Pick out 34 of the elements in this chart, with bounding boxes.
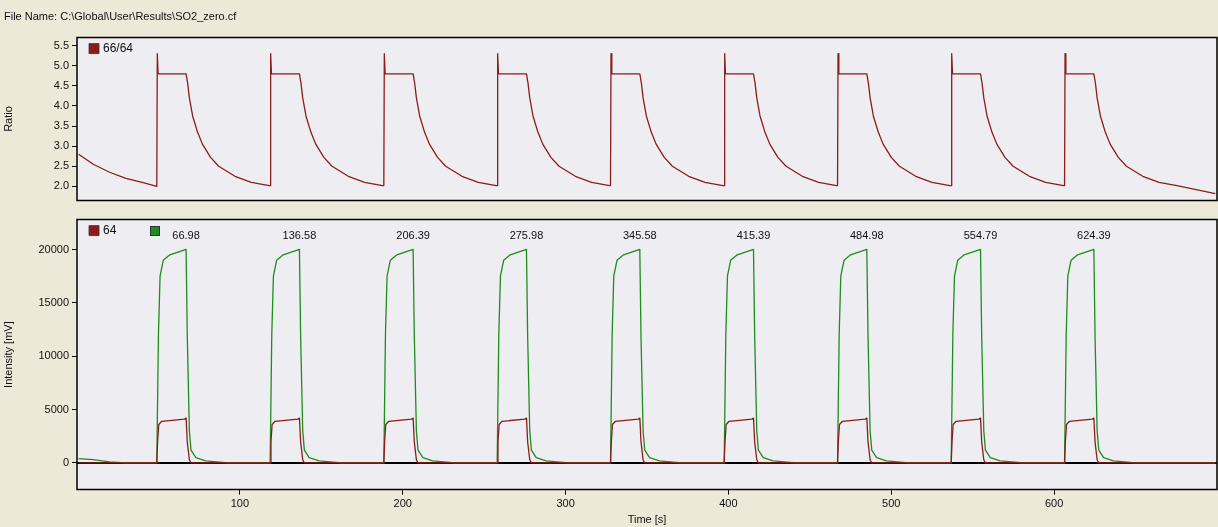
annotation: 415.39 — [736, 229, 771, 242]
annotation: 275.98 — [509, 229, 544, 242]
x-tick-label: 400 — [719, 497, 738, 510]
y-tick-label: 5000 — [44, 402, 69, 415]
y-tick-label: 20000 — [38, 242, 69, 255]
y-tick-label: 5.5 — [53, 38, 69, 51]
y-tick-label: 15000 — [38, 295, 69, 308]
y-tick-label: 2.5 — [53, 159, 69, 172]
x-axis-title: Time [s] — [627, 513, 667, 526]
legend-label: 66/64 — [103, 40, 134, 55]
annotation: 66.98 — [172, 229, 200, 242]
x-tick-label: 300 — [556, 497, 575, 510]
annotation: 345.58 — [622, 229, 657, 242]
annotation: 554.79 — [963, 229, 998, 242]
annotation: 484.98 — [850, 229, 884, 242]
y-axis-title: Intensity [mV] — [1, 321, 14, 388]
annotation: 136.58 — [282, 229, 317, 242]
annotation: 206.39 — [396, 229, 430, 242]
chart-title: File Name: C:\Global\User\Results\SO2_zero.cf — [3, 9, 238, 24]
y-tick-label: 5.0 — [53, 58, 69, 71]
y-tick-label: 2.0 — [53, 179, 69, 192]
y-tick-label: 4.5 — [53, 78, 69, 91]
y-tick-label: 10000 — [38, 349, 69, 362]
y-tick-label: 3.0 — [53, 139, 69, 152]
x-tick-label: 200 — [393, 497, 412, 510]
annotation: 624.39 — [1077, 229, 1111, 242]
y-axis-title: Ratio — [1, 106, 14, 132]
x-tick-label: 100 — [230, 497, 250, 510]
y-tick-label: 4.0 — [53, 98, 69, 111]
legend-label: 64 — [103, 222, 117, 237]
y-tick-label: 3.5 — [53, 119, 69, 132]
x-tick-label: 600 — [1044, 497, 1064, 510]
y-tick-label: 0 — [62, 455, 69, 468]
x-tick-label: 500 — [882, 497, 901, 510]
